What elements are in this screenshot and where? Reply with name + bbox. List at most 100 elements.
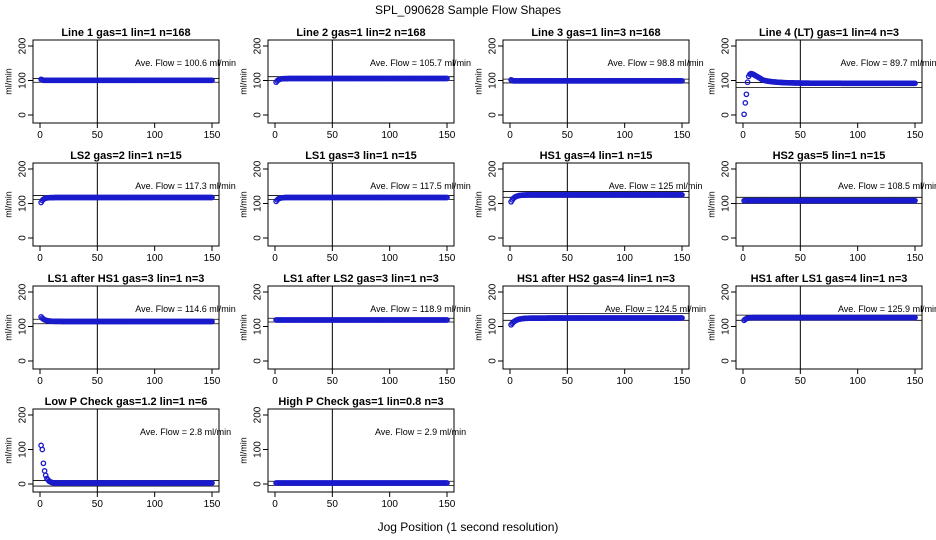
y-tick-label: 200 bbox=[253, 283, 264, 300]
plot-frame bbox=[735, 285, 923, 370]
y-tick-label: 0 bbox=[253, 358, 264, 364]
x-tick-label: 50 bbox=[327, 376, 339, 387]
x-tick-label: 50 bbox=[795, 130, 807, 141]
x-tick-label: 0 bbox=[37, 130, 43, 141]
x-tick-label: 150 bbox=[439, 376, 456, 387]
y-tick-label: 100 bbox=[721, 318, 732, 335]
data-points bbox=[273, 317, 450, 323]
y-axis-label: ml/min bbox=[706, 314, 716, 341]
chart-panel: HS2 gas=5 lin=1 n=15 0 50 100 150 0 100 200 ml/m… bbox=[706, 150, 936, 264]
y-tick-label: 100 bbox=[488, 318, 499, 335]
average-flow-label: Ave. Flow = 125 ml/min bbox=[609, 181, 703, 191]
panel-title: Low P Check gas=1.2 lin=1 n=6 bbox=[45, 396, 208, 408]
y-tick-label: 0 bbox=[253, 112, 264, 118]
data-point bbox=[444, 75, 450, 82]
x-tick-label: 50 bbox=[327, 253, 339, 264]
chart-panel: Line 4 (LT) gas=1 lin=4 n=3 0 50 100 150 0 100… bbox=[706, 27, 936, 141]
chart-panel: LS1 gas=3 lin=1 n=15 0 50 100 150 0 100 200 ml/m… bbox=[238, 150, 470, 264]
x-tick-label: 0 bbox=[272, 130, 278, 141]
y-tick-label: 200 bbox=[721, 283, 732, 300]
y-tick-label: 100 bbox=[721, 72, 732, 89]
y-tick-label: 100 bbox=[488, 195, 499, 212]
y-tick-label: 0 bbox=[18, 235, 29, 241]
data-points bbox=[273, 75, 450, 86]
y-tick-label: 0 bbox=[721, 235, 732, 241]
y-axis-label: ml/min bbox=[238, 314, 248, 341]
x-tick-label: 150 bbox=[907, 376, 924, 387]
y-axis-label: ml/min bbox=[706, 68, 716, 95]
chart-panel: Line 2 gas=1 lin=2 n=168 0 50 100 150 0 100 200… bbox=[238, 27, 471, 141]
y-axis-label: ml/min bbox=[238, 191, 248, 218]
x-tick-label: 50 bbox=[562, 130, 574, 141]
x-tick-label: 150 bbox=[204, 130, 221, 141]
plot-frame bbox=[502, 285, 690, 370]
x-tick-label: 150 bbox=[439, 499, 456, 510]
average-flow-label: Ave. Flow = 105.7 ml/min bbox=[370, 58, 471, 68]
y-tick-label: 0 bbox=[488, 235, 499, 241]
y-tick-label: 100 bbox=[18, 195, 29, 212]
y-tick-label: 100 bbox=[253, 318, 264, 335]
y-tick-label: 200 bbox=[721, 37, 732, 54]
x-tick-label: 150 bbox=[674, 253, 691, 264]
y-tick-label: 100 bbox=[253, 441, 264, 458]
average-flow-label: Ave. Flow = 2.9 ml/min bbox=[375, 427, 466, 437]
y-axis-label: ml/min bbox=[3, 437, 13, 464]
chart-panel: LS2 gas=2 lin=1 n=15 0 50 100 150 0 100 200 ml/m… bbox=[3, 150, 235, 264]
y-tick-label: 200 bbox=[18, 37, 29, 54]
x-tick-label: 0 bbox=[37, 253, 43, 264]
average-flow-label: Ave. Flow = 89.7 ml/min bbox=[840, 58, 936, 68]
data-points bbox=[741, 70, 918, 118]
y-tick-label: 100 bbox=[18, 318, 29, 335]
data-point bbox=[209, 77, 215, 84]
y-tick-label: 200 bbox=[721, 160, 732, 177]
plot-frame bbox=[267, 285, 455, 370]
panel-title: Line 4 (LT) gas=1 lin=4 n=3 bbox=[759, 27, 899, 39]
x-tick-label: 100 bbox=[849, 130, 866, 141]
x-tick-label: 100 bbox=[616, 130, 633, 141]
x-tick-label: 100 bbox=[146, 253, 163, 264]
x-tick-label: 100 bbox=[381, 499, 398, 510]
y-tick-label: 100 bbox=[253, 72, 264, 89]
chart-panel: HS1 after HS2 gas=4 lin=1 n=3 0 50 100 150 0 1… bbox=[473, 273, 706, 387]
data-point bbox=[679, 78, 685, 84]
data-point bbox=[742, 100, 749, 106]
y-tick-label: 100 bbox=[488, 72, 499, 89]
panel-title: HS1 after HS2 gas=4 lin=1 n=3 bbox=[517, 273, 675, 285]
plot-frame bbox=[502, 162, 690, 247]
x-tick-label: 150 bbox=[204, 499, 221, 510]
chart-panel: LS1 after LS2 gas=3 lin=1 n=3 0 50 100 150 0 1… bbox=[238, 273, 470, 387]
data-points bbox=[38, 194, 215, 206]
panel-title: Line 3 gas=1 lin=3 n=168 bbox=[531, 27, 660, 39]
x-tick-label: 0 bbox=[740, 253, 746, 264]
y-tick-label: 0 bbox=[18, 358, 29, 364]
y-tick-label: 0 bbox=[721, 112, 732, 118]
chart-panel: High P Check gas=1 lin=0.8 n=3 0 50 100 150 0… bbox=[238, 396, 466, 510]
average-flow-label: Ave. Flow = 118.9 ml/min bbox=[370, 304, 470, 314]
panel-title: LS1 after LS2 gas=3 lin=1 n=3 bbox=[283, 273, 439, 285]
y-axis-label: ml/min bbox=[3, 68, 13, 95]
data-point bbox=[744, 79, 751, 86]
panel-title: LS1 gas=3 lin=1 n=15 bbox=[305, 150, 417, 162]
x-tick-label: 100 bbox=[146, 130, 163, 141]
panel-title: LS2 gas=2 lin=1 n=15 bbox=[70, 150, 182, 162]
data-points bbox=[508, 315, 685, 328]
y-tick-label: 0 bbox=[253, 235, 264, 241]
x-tick-label: 0 bbox=[740, 376, 746, 387]
x-tick-label: 50 bbox=[795, 376, 807, 387]
chart-panel: Line 1 gas=1 lin=1 n=168 0 50 100 150 0 100 200… bbox=[3, 27, 236, 141]
average-flow-label: Ave. Flow = 98.8 ml/min bbox=[607, 58, 703, 68]
data-point bbox=[679, 315, 685, 321]
y-axis-label: ml/min bbox=[706, 191, 716, 218]
data-point bbox=[39, 446, 46, 453]
average-flow-label: Ave. Flow = 117.5 ml/min bbox=[370, 181, 470, 191]
y-tick-label: 200 bbox=[18, 160, 29, 177]
data-point bbox=[743, 91, 750, 98]
y-tick-label: 0 bbox=[253, 481, 264, 487]
data-point bbox=[41, 468, 48, 474]
x-tick-label: 0 bbox=[740, 130, 746, 141]
x-tick-label: 50 bbox=[92, 499, 104, 510]
plot-frame bbox=[735, 162, 923, 247]
data-point bbox=[444, 194, 450, 201]
plot-frame bbox=[267, 39, 455, 124]
y-tick-label: 100 bbox=[18, 441, 29, 458]
